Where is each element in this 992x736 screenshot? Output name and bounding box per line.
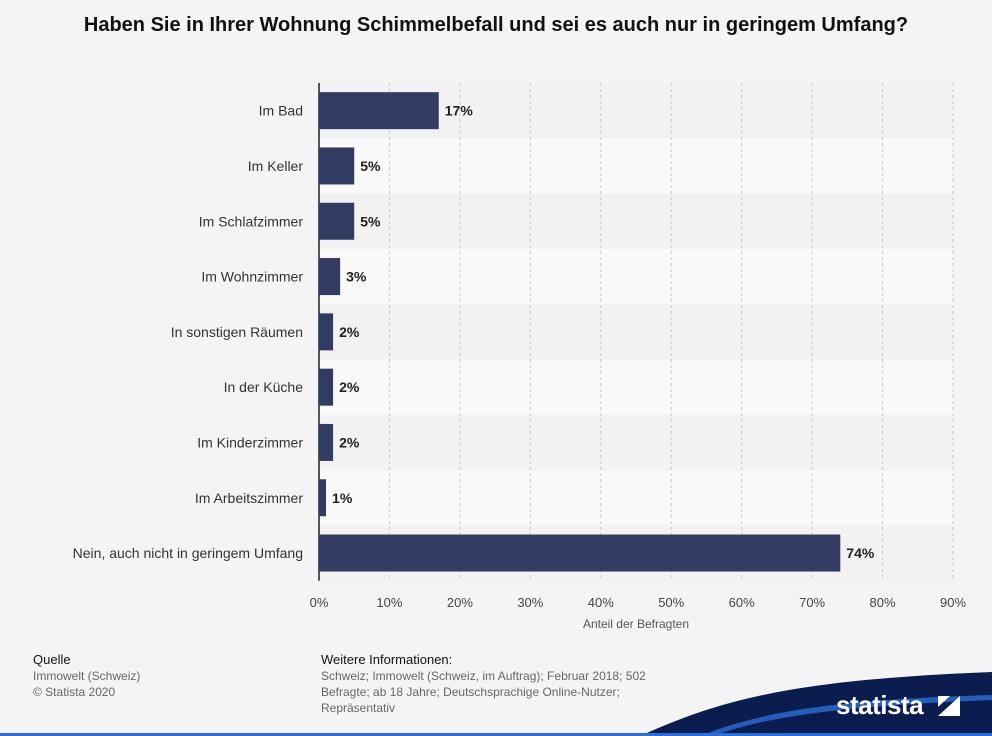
bar: [319, 202, 355, 240]
source-heading: Quelle: [33, 652, 71, 667]
tick-label: 60%: [729, 595, 755, 610]
category-label: Im Arbeitszimmer: [195, 490, 303, 506]
tick-label: 0%: [310, 595, 329, 610]
bar-chart: Im Bad 17% Im Keller 5% Im Schlafzimmer 5% Im …: [73, 83, 966, 631]
row-band: [319, 470, 953, 526]
tick-label: 40%: [588, 595, 614, 610]
value-label: 74%: [846, 545, 875, 561]
chart-title: Haben Sie in Ihrer Wohnung Schimmelbefal…: [83, 14, 909, 36]
x-axis-title: Anteil der Befragten: [583, 617, 689, 631]
value-label: 2%: [339, 379, 360, 395]
bar: [319, 423, 334, 461]
tick-label: 70%: [799, 595, 825, 610]
category-label: Im Kinderzimmer: [197, 434, 303, 450]
source-line-1: Immowelt (Schweiz): [33, 669, 141, 683]
row-band: [319, 359, 953, 415]
row-band: [319, 248, 953, 305]
tick-label: 20%: [447, 595, 473, 610]
tick-label: 90%: [940, 595, 966, 610]
category-label: In sonstigen Räumen: [171, 324, 303, 340]
value-label: 5%: [360, 213, 381, 229]
value-label: 17%: [445, 103, 474, 119]
tick-label: 50%: [658, 595, 684, 610]
category-label: Im Keller: [248, 158, 304, 174]
category-label: Nein, auch nicht in geringem Umfang: [73, 545, 303, 561]
value-label: 2%: [339, 324, 360, 340]
bar: [319, 368, 334, 406]
source-line-2: © Statista 2020: [33, 685, 116, 699]
info-line-3: Repräsentativ: [321, 701, 396, 715]
row-band: [319, 138, 953, 194]
value-label: 5%: [360, 158, 381, 174]
row-band: [319, 193, 953, 249]
info-line-2: Befragte; ab 18 Jahre; Deutschsprachige …: [321, 685, 620, 699]
row-band: [319, 414, 953, 471]
bar: [319, 313, 334, 351]
bar: [319, 147, 355, 185]
category-label: Im Schlafzimmer: [199, 213, 304, 229]
value-label: 1%: [332, 490, 353, 506]
tick-label: 10%: [376, 595, 402, 610]
info-line-1: Schweiz; Immowelt (Schweiz, im Auftrag);…: [321, 669, 646, 683]
category-label: Im Wohnzimmer: [201, 269, 303, 285]
bar: [319, 534, 841, 572]
bar: [319, 479, 327, 517]
row-band: [319, 304, 953, 360]
statista-logo: statista: [836, 690, 924, 720]
category-label: Im Bad: [259, 103, 303, 119]
category-label: In der Küche: [224, 379, 304, 395]
value-label: 2%: [339, 434, 360, 450]
tick-label: 80%: [870, 595, 896, 610]
bar: [319, 258, 341, 296]
value-label: 3%: [346, 269, 367, 285]
info-heading: Weitere Informationen:: [321, 652, 453, 667]
tick-label: 30%: [517, 595, 543, 610]
statista-logo-icon: [938, 696, 960, 716]
bar: [319, 92, 439, 130]
